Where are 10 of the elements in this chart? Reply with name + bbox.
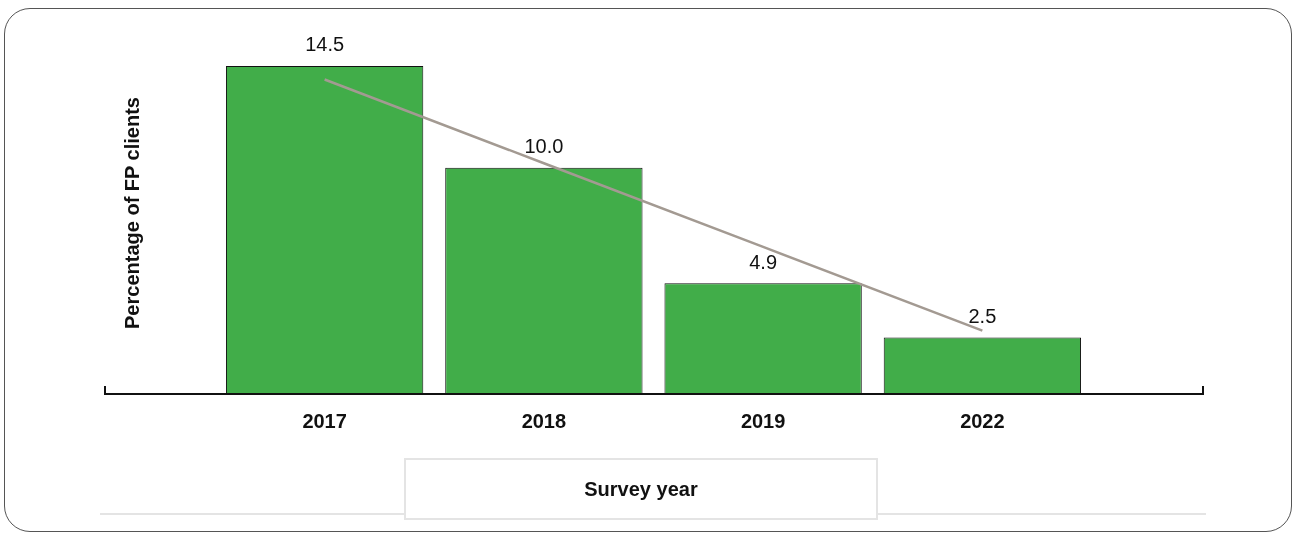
x-axis-title: Survey year — [404, 458, 878, 520]
data-label: 14.5 — [305, 33, 345, 56]
x-tick-label: 2017 — [302, 409, 347, 432]
data-label: 2.5 — [968, 304, 997, 327]
y-axis-title: Percentage of FP clients — [120, 97, 143, 329]
x-tick-label: 2022 — [960, 409, 1005, 432]
x-tick-label: 2019 — [740, 409, 786, 432]
data-label: 10.0 — [524, 135, 564, 158]
x-tick-label: 2018 — [521, 409, 567, 432]
data-label: 4.9 — [749, 250, 778, 273]
